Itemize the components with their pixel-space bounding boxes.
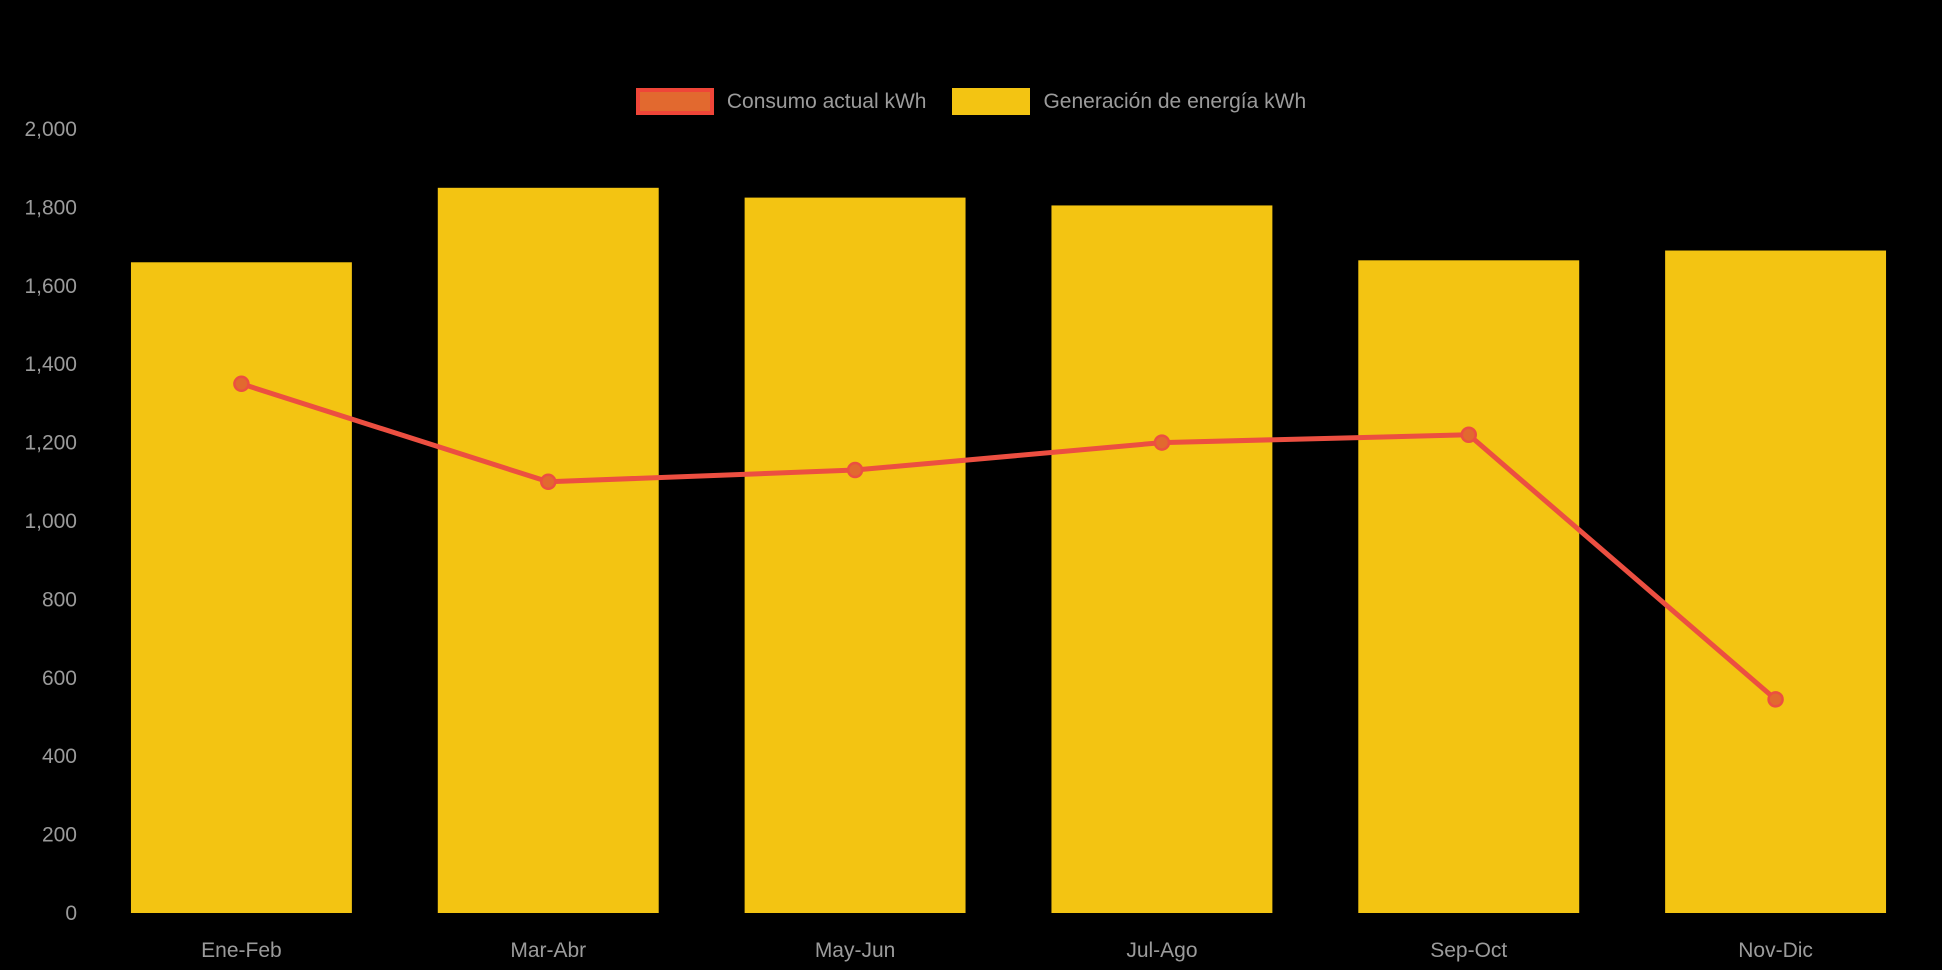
bar-Sep-Oct[interactable] xyxy=(1358,260,1580,913)
y-axis-tick-1,200: 1,200 xyxy=(24,432,77,455)
x-axis-label-May-Jun: May-Jun xyxy=(815,939,896,962)
bar-Jul-Ago[interactable] xyxy=(1051,205,1273,913)
legend-label-generacion-energia: Generación de energía kWh xyxy=(1043,90,1307,113)
y-axis-tick-0: 0 xyxy=(65,902,77,925)
x-axis-label-Ene-Feb: Ene-Feb xyxy=(201,939,282,962)
point-Mar-Abr[interactable] xyxy=(540,473,557,491)
x-axis-label-Jul-Ago: Jul-Ago xyxy=(1126,939,1197,962)
y-axis-tick-600: 600 xyxy=(42,667,77,690)
bar-Mar-Abr[interactable] xyxy=(437,187,659,914)
bar-May-Jun[interactable] xyxy=(744,197,966,914)
point-Ene-Feb[interactable] xyxy=(233,375,250,393)
bar-Nov-Dic[interactable] xyxy=(1665,250,1887,913)
y-axis-tick-400: 400 xyxy=(42,745,77,768)
y-axis-tick-800: 800 xyxy=(42,588,77,611)
y-axis-tick-200: 200 xyxy=(42,824,77,847)
x-axis-label-Mar-Abr: Mar-Abr xyxy=(510,939,586,962)
legend-item-generacion-energia[interactable]: Generación de energía kWh xyxy=(952,88,1306,115)
x-axis-label-Nov-Dic: Nov-Dic xyxy=(1738,939,1813,962)
y-axis-tick-1,600: 1,600 xyxy=(24,275,77,298)
legend-label-consumo-actual: Consumo actual kWh xyxy=(726,90,927,113)
line-consumo-actual xyxy=(238,381,1779,702)
y-axis-tick-1,800: 1,800 xyxy=(24,196,77,219)
x-axis-label-Sep-Oct: Sep-Oct xyxy=(1430,939,1507,962)
chart-legend: Consumo actual kWh Generación de energía… xyxy=(0,88,1942,115)
y-axis-tick-2,000: 2,000 xyxy=(24,118,77,141)
y-axis-tick-1,000: 1,000 xyxy=(24,510,77,533)
y-axis-tick-1,400: 1,400 xyxy=(24,353,77,376)
bar-Ene-Feb[interactable] xyxy=(130,262,352,913)
point-May-Jun[interactable] xyxy=(846,461,864,479)
point-Nov-Dic[interactable] xyxy=(1767,691,1784,708)
legend-item-consumo-actual[interactable]: Consumo actual kWh xyxy=(635,88,927,115)
point-Jul-Ago[interactable] xyxy=(1153,434,1171,451)
legend-swatch-generacion-energia xyxy=(952,88,1031,115)
legend-swatch-consumo-actual xyxy=(635,88,714,115)
point-Sep-Oct[interactable] xyxy=(1460,426,1477,444)
